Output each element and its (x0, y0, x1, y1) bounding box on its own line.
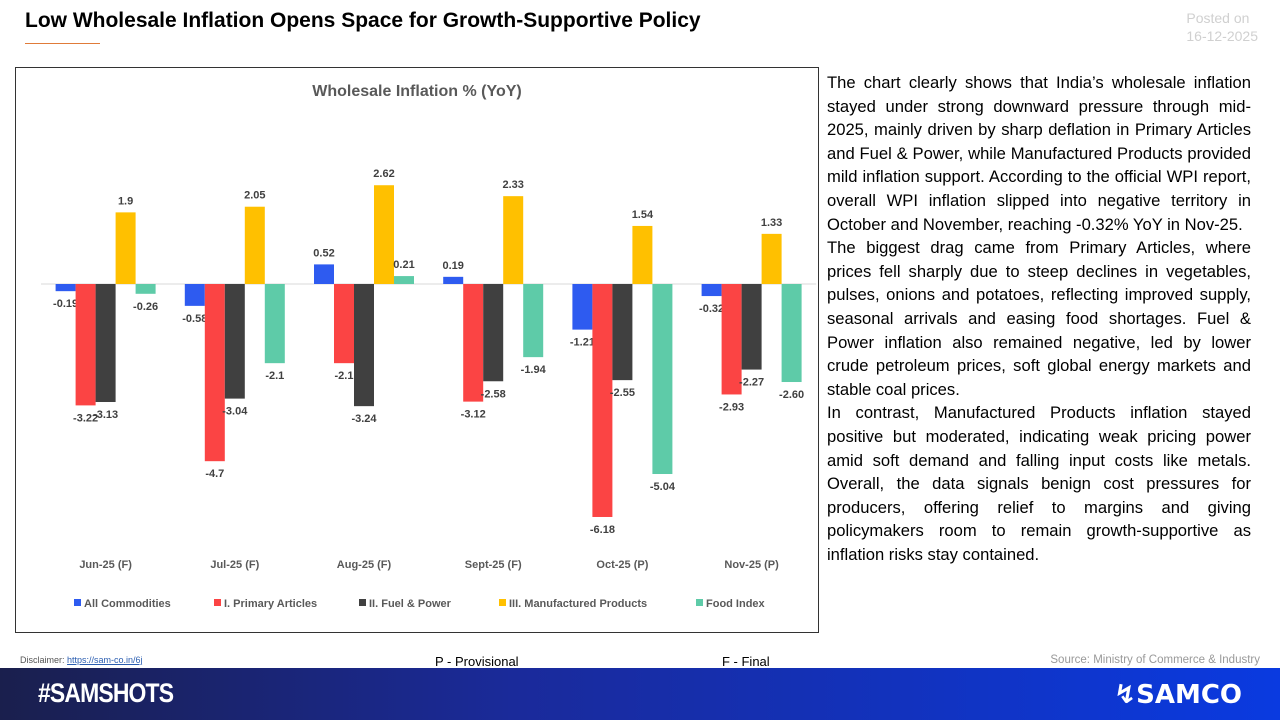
bar (95, 284, 116, 403)
posted-date: 16-12-2025 (1186, 28, 1258, 44)
posted-label: Posted on (1186, 10, 1250, 26)
commentary: The chart clearly shows that India’s who… (827, 71, 1251, 566)
bar (443, 276, 464, 284)
data-label: 2.33 (502, 179, 523, 191)
legend-label: All Commodities (84, 598, 171, 610)
data-label: 1.54 (632, 209, 654, 221)
x-tick-label: Jun-25 (F) (79, 559, 132, 571)
legend-swatch (696, 599, 703, 606)
samco-logo: ↯SAMCO (1114, 680, 1242, 710)
bar (632, 225, 653, 284)
bar (721, 284, 742, 395)
disclaimer-link[interactable]: https://sam-co.in/6j (67, 655, 143, 665)
data-label: -1.94 (521, 364, 547, 376)
bar (652, 284, 673, 475)
legend-swatch (74, 599, 81, 606)
bar (334, 284, 354, 364)
bar (523, 284, 544, 358)
data-label: -0.58 (182, 313, 207, 325)
hashtag: #SAMSHOTS (38, 678, 174, 708)
data-label: -3.13 (93, 409, 118, 421)
data-label: 2.05 (244, 190, 265, 202)
logo-text: SAMCO (1136, 680, 1242, 710)
legend-label: III. Manufactured Products (509, 598, 647, 610)
page-title: Low Wholesale Inflation Opens Space for … (25, 9, 701, 32)
data-label: -0.19 (53, 298, 78, 310)
data-label: -3.04 (222, 406, 248, 418)
chart-title: Wholesale Inflation % (YoY) (312, 83, 522, 100)
bar (264, 284, 285, 364)
bar (204, 284, 225, 462)
bar (244, 206, 265, 284)
source-note: Source: Ministry of Commerce & Industry (1050, 654, 1260, 666)
data-label: -6.18 (590, 524, 615, 536)
bar (55, 284, 76, 292)
data-label: -3.22 (73, 412, 98, 424)
data-label: 2.62 (373, 168, 394, 180)
data-label: -5.04 (650, 481, 676, 493)
commentary-paragraph: The chart clearly shows that India’s who… (827, 73, 1251, 234)
chart-container: Wholesale Inflation % (YoY) -0.19 -3.22 -3.… (15, 67, 819, 633)
bar (135, 284, 156, 294)
bar (592, 284, 613, 517)
data-label: -2.55 (610, 387, 635, 399)
footer-banner: #SAMSHOTS ↯SAMCO (0, 668, 1280, 720)
bar (503, 196, 524, 284)
bar (572, 284, 593, 330)
data-label: -3.12 (461, 409, 486, 421)
x-tick-label: Nov-25 (P) (724, 559, 779, 571)
legend-swatch (214, 599, 221, 606)
bar (374, 185, 394, 284)
bar (781, 284, 802, 383)
x-tick-label: Sept-25 (F) (465, 559, 522, 571)
commentary-paragraph: The biggest drag came from Primary Artic… (827, 238, 1251, 399)
x-tick-label: Jul-25 (F) (210, 559, 259, 571)
data-label: -2.1 (265, 370, 284, 382)
commentary-paragraph: In contrast, Manufactured Products infla… (827, 403, 1251, 564)
bar (741, 284, 762, 370)
data-label: -2.27 (739, 377, 764, 389)
note-provisional: P - Provisional (435, 654, 519, 669)
data-label: -2.93 (719, 401, 744, 413)
data-label: 0.21 (393, 259, 414, 271)
data-label: -2.58 (481, 388, 506, 400)
legend-swatch (499, 599, 506, 606)
bar (224, 284, 245, 399)
data-label: -0.32 (699, 303, 724, 315)
data-label: 0.19 (442, 260, 463, 272)
bar (483, 284, 504, 382)
bar (612, 284, 633, 381)
data-label: -2.1 (335, 370, 354, 382)
x-tick-label: Aug-25 (F) (337, 559, 392, 571)
legend-label: II. Fuel & Power (369, 598, 452, 610)
legend-label: Food Index (706, 598, 766, 610)
legend-label: I. Primary Articles (224, 598, 317, 610)
bar (115, 212, 136, 284)
bar (184, 284, 205, 306)
data-label: 1.33 (761, 217, 782, 229)
x-tick-label: Oct-25 (P) (596, 559, 648, 571)
legend-swatch (359, 599, 366, 606)
data-label: -2.60 (779, 389, 804, 401)
bar (314, 264, 334, 284)
posted-info: Posted on 16-12-2025 (1186, 9, 1258, 45)
data-label: -4.7 (205, 468, 224, 480)
bar-chart: Wholesale Inflation % (YoY)-0.19-3.22-3.… (41, 83, 817, 610)
data-label: 1.9 (118, 195, 133, 207)
data-label: -0.26 (133, 301, 158, 313)
data-label: -1.21 (570, 337, 595, 349)
disclaimer: Disclaimer: https://sam-co.in/6j (20, 655, 143, 665)
bar (394, 276, 414, 284)
bar (463, 284, 484, 402)
title-underline (25, 43, 100, 44)
bar (75, 284, 96, 406)
data-label: -3.24 (351, 413, 377, 425)
samco-logo-icon: ↯ (1114, 680, 1137, 710)
bar (761, 233, 782, 284)
bar (354, 284, 374, 407)
note-final: F - Final (722, 654, 770, 669)
bar (701, 284, 722, 297)
disclaimer-label: Disclaimer: (20, 655, 65, 665)
data-label: 0.52 (313, 247, 334, 259)
